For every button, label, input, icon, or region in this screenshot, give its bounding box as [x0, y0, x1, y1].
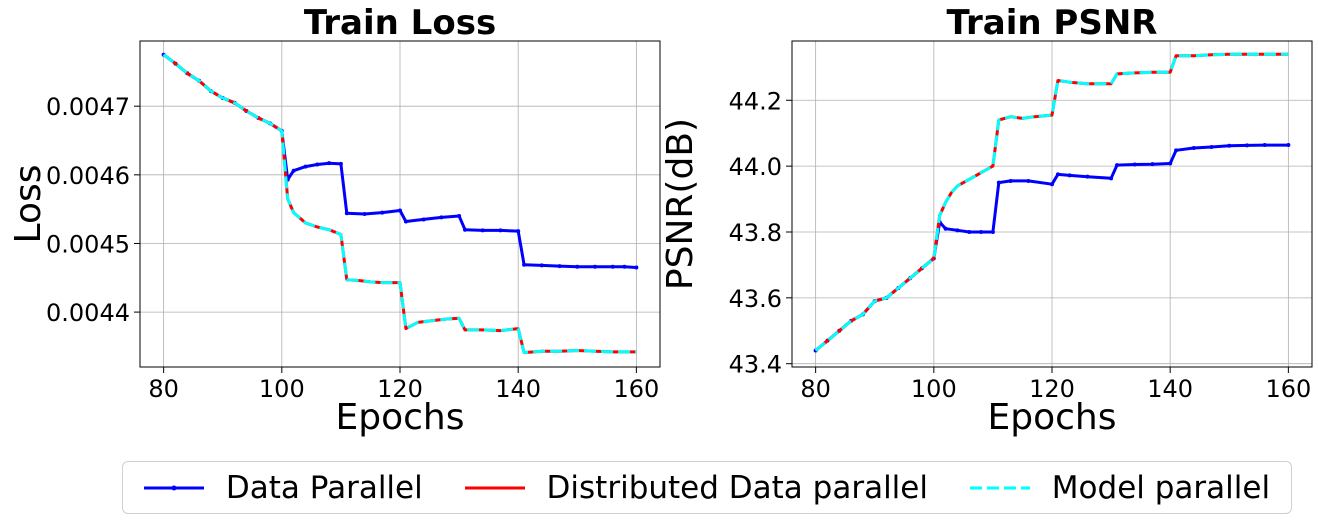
chart-1-x-tick-label: 80 — [148, 375, 179, 403]
legend: Data Parallel Distributed Data parallel … — [122, 461, 1292, 514]
chart-2-point-data-parallel — [1174, 148, 1179, 153]
chart-2-point-data-parallel — [1026, 178, 1031, 183]
chart-2-y-axis-label: PSNR(dB) — [660, 118, 701, 290]
chart-2-point-data-parallel — [1115, 163, 1119, 168]
chart-1-point-data-parallel — [439, 215, 444, 220]
legend-item-distributed-data-parallel: Distributed Data parallel — [464, 469, 928, 506]
chart-2-point-data-parallel — [1286, 143, 1291, 148]
chart-2-point-data-parallel — [979, 229, 984, 234]
chart-1-y-tick-label: 0.0046 — [46, 162, 130, 190]
chart-2: 80 100 120 140 160 43.4 43.6 43.8 44.0 44.2 Train … — [660, 3, 1313, 438]
chart-1-x-tick-label: 160 — [613, 375, 659, 403]
chart-2-point-data-parallel — [1085, 174, 1090, 179]
chart-1-y-tick-label: 0.0045 — [46, 230, 130, 258]
chart-1-point-data-parallel — [303, 164, 308, 169]
chart-2-y-tick-label: 44.2 — [729, 87, 782, 115]
chart-2-y-tick-label: 44.0 — [729, 153, 782, 181]
chart-2-point-data-parallel — [1067, 173, 1072, 178]
chart-2-point-data-parallel — [1245, 143, 1249, 148]
legend-swatch-distributed-data-parallel — [464, 486, 525, 489]
chart-2-x-tick-label: 100 — [911, 375, 957, 403]
chart-2-point-data-parallel — [996, 180, 1001, 185]
chart-2-point-data-parallel — [967, 229, 972, 234]
chart-2-point-data-parallel — [1227, 143, 1232, 148]
chart-2-x-tick-label: 160 — [1265, 375, 1311, 403]
chart-1-point-data-parallel — [457, 214, 462, 219]
chart-1-point-data-parallel — [575, 264, 580, 269]
chart-1-point-data-parallel — [498, 228, 503, 233]
chart-2-y-tick-label: 43.6 — [729, 285, 782, 313]
chart-1-point-data-parallel — [522, 262, 527, 267]
chart-1-point-data-parallel — [421, 217, 426, 222]
chart-1-point-data-parallel — [403, 219, 408, 224]
chart-1-point-data-parallel — [291, 168, 296, 173]
chart-1-x-tick-label: 140 — [495, 375, 541, 403]
legend-label-data-parallel: Data Parallel — [225, 469, 423, 506]
chart-2-point-data-parallel — [1168, 161, 1173, 166]
chart-1-point-data-parallel — [380, 210, 385, 215]
chart-1-point-data-parallel — [557, 264, 562, 269]
chart-2-point-data-parallel — [1055, 172, 1060, 177]
chart-2-x-tick-label: 120 — [1029, 375, 1075, 403]
chart-2-point-data-parallel — [1109, 176, 1114, 181]
chart-1-y-tick-label: 0.0044 — [46, 299, 130, 327]
chart-2-point-data-parallel — [1191, 146, 1196, 151]
chart-2-point-data-parallel — [990, 229, 995, 234]
chart-1-series-model-parallel — [162, 53, 637, 355]
legend-label-distributed-data-parallel: Distributed Data parallel — [546, 469, 928, 506]
chart-1-point-data-parallel — [362, 211, 367, 216]
chart-1-point-data-parallel — [622, 264, 627, 269]
chart-1: 80 100 120 140 160 0.0044 0.0045 0.0046 0.0047 Tr… — [8, 3, 661, 438]
chart-2-x-tick-label: 140 — [1147, 375, 1193, 403]
chart-2-x-tick-label: 80 — [800, 375, 831, 403]
chart-1-title: Train Loss — [304, 3, 496, 43]
chart-2-y-tick-label: 43.8 — [729, 219, 782, 247]
chart-1-y-tick-label: 0.0047 — [46, 93, 130, 121]
chart-1-point-data-parallel — [610, 264, 615, 269]
chart-1-y-axis-label: Loss — [8, 165, 49, 244]
chart-2-point-data-parallel — [1209, 145, 1214, 150]
chart-1-x-tick-label: 120 — [377, 375, 423, 403]
chart-2-x-axis-label: Epochs — [988, 397, 1117, 438]
chart-1-point-data-parallel — [338, 161, 343, 166]
chart-1-point-data-parallel — [344, 211, 349, 216]
chart-1-point-data-parallel — [463, 227, 467, 232]
chart-1-x-axis-label: Epochs — [336, 397, 465, 438]
chart-1-point-data-parallel — [634, 265, 639, 270]
chart-2-point-data-parallel — [955, 228, 960, 233]
chart-2-point-data-parallel — [1150, 162, 1155, 167]
chart-2-point-data-parallel — [943, 226, 948, 231]
chart-2-title: Train PSNR — [947, 3, 1158, 43]
chart-2-point-data-parallel — [1132, 162, 1137, 167]
chart-1-point-data-parallel — [593, 264, 597, 269]
chart-2-y-tick-label: 43.4 — [729, 351, 782, 379]
chart-2-point-data-parallel — [1262, 143, 1267, 148]
chart-2-series-model-parallel — [814, 52, 1289, 352]
chart-2-point-data-parallel — [1008, 178, 1013, 183]
chart-2-point-data-parallel — [1050, 182, 1054, 187]
chart-1-point-data-parallel — [327, 161, 332, 166]
legend-label-model-parallel: Model parallel — [1051, 469, 1271, 506]
legend-swatch-model-parallel — [969, 486, 1030, 489]
chart-1-point-data-parallel — [516, 229, 521, 234]
chart-1-point-data-parallel — [315, 162, 320, 167]
legend-item-model-parallel: Model parallel — [969, 469, 1271, 506]
chart-1-x-tick-label: 100 — [259, 375, 305, 403]
legend-item-data-parallel: Data Parallel — [143, 469, 423, 506]
chart-1-point-data-parallel — [480, 228, 485, 233]
chart-1-point-data-parallel — [398, 208, 402, 213]
chart-1-point-data-parallel — [539, 263, 544, 268]
legend-swatch-data-parallel — [143, 485, 204, 490]
